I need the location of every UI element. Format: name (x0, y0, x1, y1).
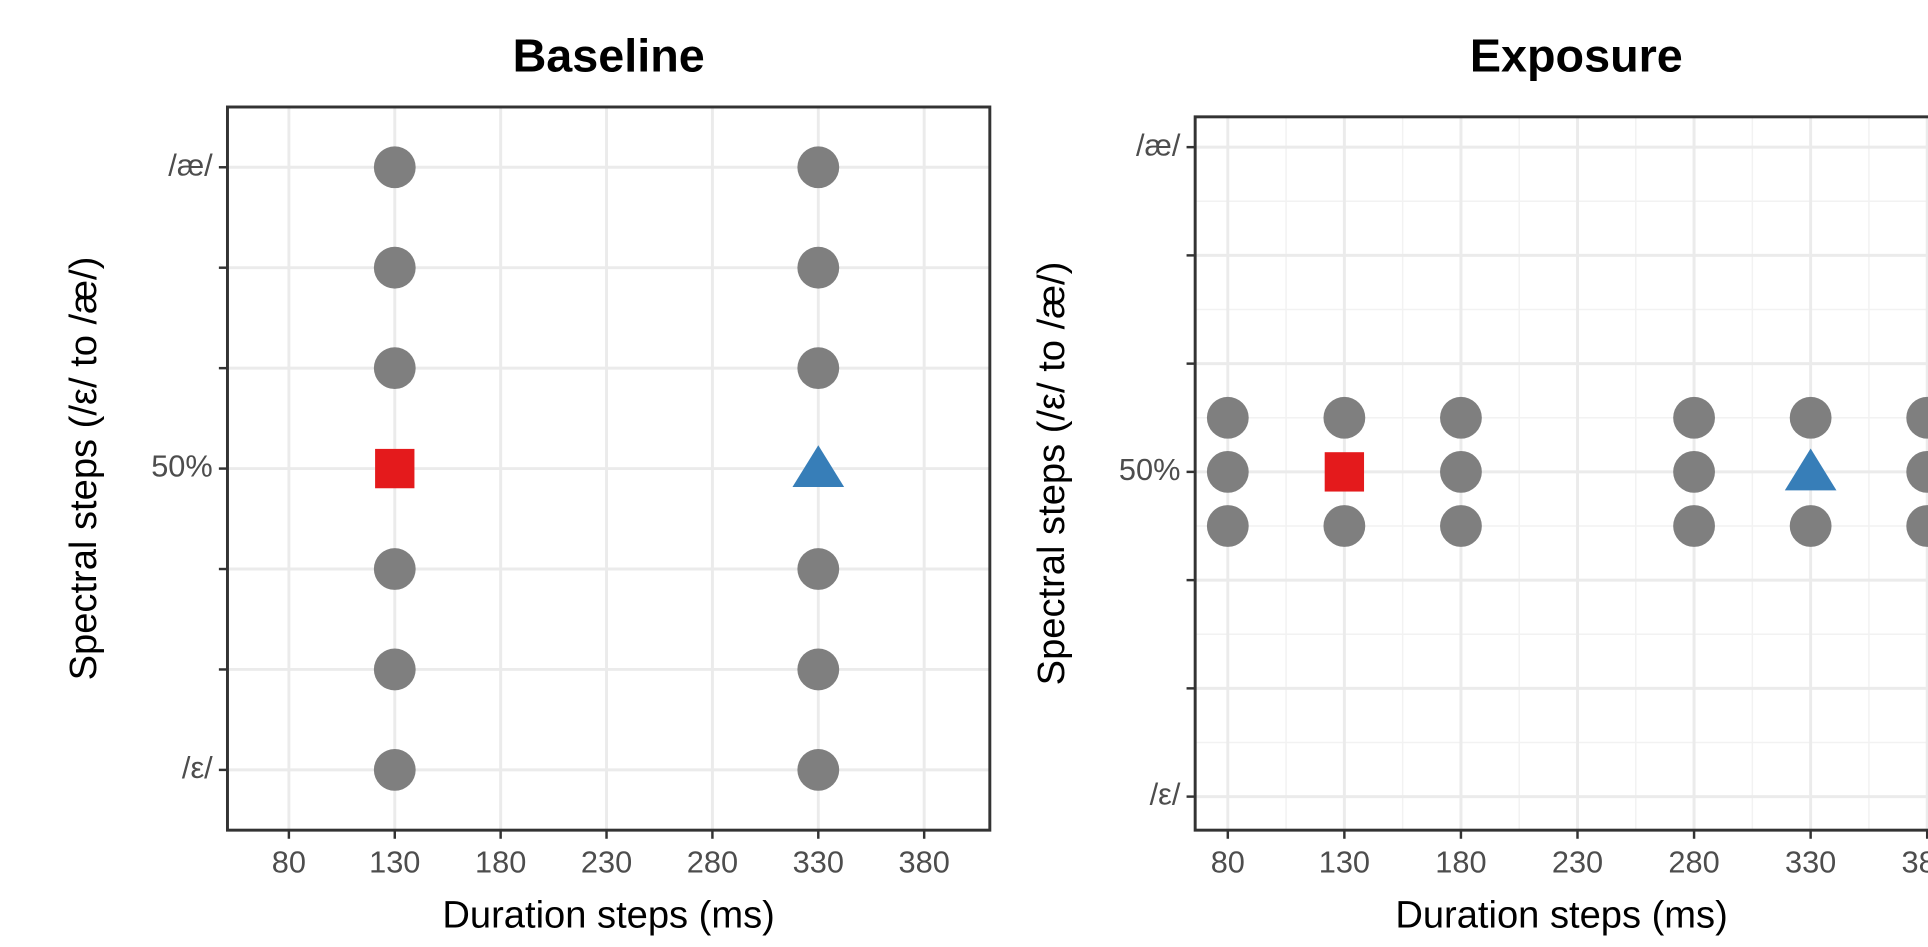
point (1789, 396, 1832, 439)
point (1206, 396, 1249, 439)
y-tick-label: 50% (151, 449, 213, 484)
point (1206, 505, 1249, 547)
point (1906, 396, 1928, 439)
point (797, 347, 840, 390)
point (797, 146, 840, 189)
x-axis-label: Duration steps (ms) (442, 894, 774, 937)
point (1784, 448, 1837, 491)
y-tick-label: /ε/ (182, 750, 213, 785)
chart-title: Baseline (513, 29, 705, 81)
point (1906, 505, 1928, 547)
point (373, 548, 416, 590)
point (373, 347, 416, 390)
x-tick-label: 130 (1319, 845, 1370, 880)
x-tick-label: 380 (1902, 845, 1928, 880)
y-axis-label: Spectral steps (/ε/ to /æ/) (1030, 262, 1073, 686)
point (797, 246, 840, 289)
x-tick-label: 180 (475, 845, 526, 880)
x-tick-label: 280 (687, 845, 738, 880)
point (1789, 505, 1832, 547)
point (1673, 505, 1715, 547)
x-tick-label: 180 (1435, 845, 1486, 880)
x-tick-label: 80 (1211, 845, 1245, 880)
x-tick-label: 230 (581, 845, 632, 880)
point (1906, 450, 1928, 493)
x-tick-label: 330 (1785, 845, 1836, 880)
point (1673, 450, 1715, 493)
point (1440, 450, 1482, 493)
x-tick-label: 80 (272, 845, 306, 880)
point (1323, 396, 1366, 439)
panel (227, 106, 990, 831)
point (797, 748, 840, 791)
point (373, 146, 416, 189)
point (375, 448, 415, 489)
point (1440, 505, 1482, 547)
x-tick-label: 330 (793, 845, 844, 880)
y-tick-label: 50% (1119, 452, 1181, 487)
point (373, 748, 416, 791)
point (1673, 396, 1715, 439)
point (1324, 452, 1365, 492)
x-tick-label: 380 (899, 845, 950, 880)
y-axis-label: Spectral steps (/ε/ to /æ/) (62, 257, 105, 681)
x-tick-label: 230 (1552, 845, 1603, 880)
x-axis-label: Duration steps (ms) (1395, 894, 1727, 937)
point (373, 648, 416, 691)
x-tick-label: 280 (1668, 845, 1719, 880)
point (1323, 505, 1366, 547)
point (792, 445, 845, 488)
panel (1195, 116, 1928, 831)
panel-border (225, 105, 992, 832)
y-tick-label: /ε/ (1150, 777, 1181, 812)
point (1206, 450, 1249, 493)
y-tick-label: /æ/ (168, 147, 213, 182)
panel-border (1193, 115, 1928, 832)
y-tick-label: /æ/ (1136, 127, 1181, 162)
x-tick-label: 130 (369, 845, 420, 880)
point (797, 548, 840, 590)
chart-title: Exposure (1470, 29, 1683, 81)
point (1440, 396, 1482, 439)
point (373, 246, 416, 289)
point (797, 648, 840, 691)
